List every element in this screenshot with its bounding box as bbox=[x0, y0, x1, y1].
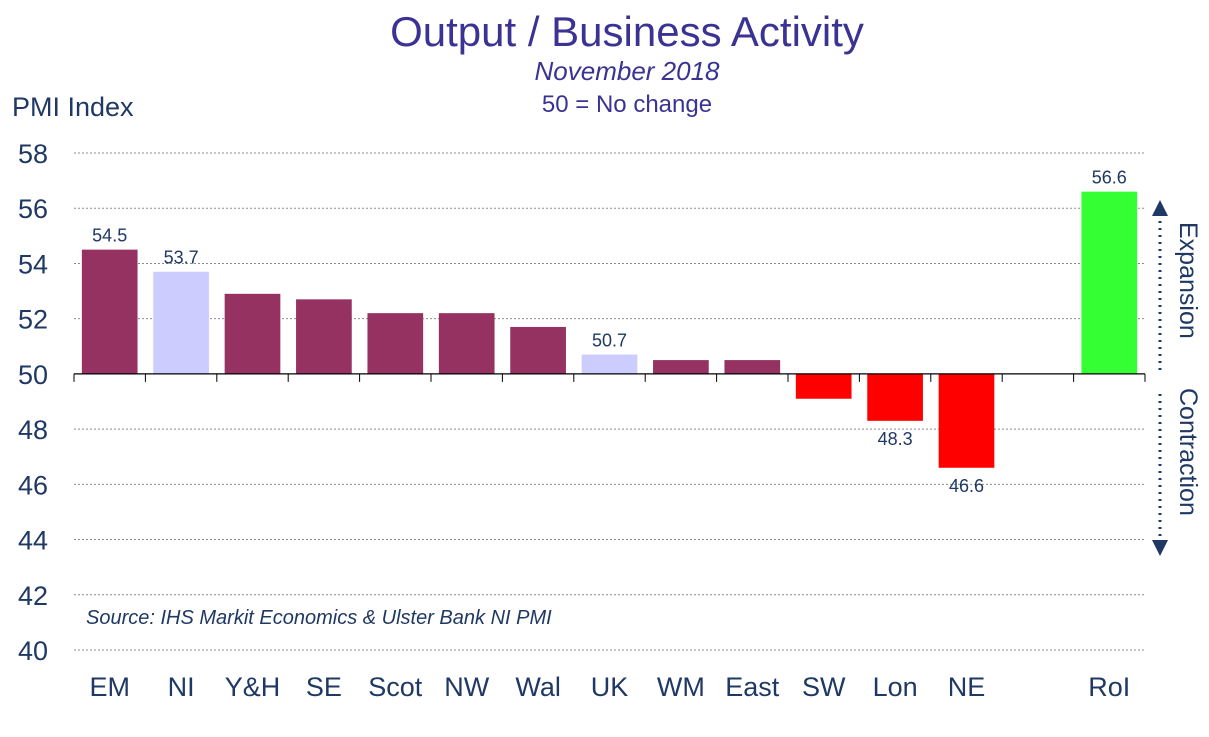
bar-scot bbox=[367, 313, 424, 374]
y-tick-label: 54 bbox=[18, 249, 48, 279]
x-tick-label: Lon bbox=[873, 672, 918, 702]
expansion-arrow bbox=[1152, 200, 1168, 370]
bar-uk bbox=[581, 354, 638, 374]
y-tick-label: 46 bbox=[18, 470, 48, 500]
x-tick-label: NE bbox=[948, 672, 986, 702]
y-tick-label: 56 bbox=[18, 194, 48, 224]
bar-ni bbox=[153, 271, 209, 374]
bar-east bbox=[724, 360, 781, 374]
x-tick-label: EM bbox=[89, 672, 130, 702]
x-tick-label: NW bbox=[444, 672, 489, 702]
bar-y-h bbox=[224, 293, 281, 374]
bar-nw bbox=[438, 313, 495, 374]
y-axis-tick-labels: 40 42 44 46 48 50 52 54 56 58 bbox=[18, 139, 48, 666]
y-tick-label: 58 bbox=[18, 139, 48, 169]
data-label: 53.7 bbox=[164, 248, 199, 268]
x-tick-label: Wal bbox=[515, 672, 561, 702]
bar-wal bbox=[510, 326, 566, 374]
x-tick-label: WM bbox=[657, 672, 705, 702]
chart-subtitle: November 2018 bbox=[535, 56, 721, 86]
y-tick-label: 40 bbox=[18, 636, 48, 666]
y-tick-label: 48 bbox=[18, 415, 48, 445]
source-note: Source: IHS Markit Economics & Ulster Ba… bbox=[86, 607, 552, 629]
data-label: 56.6 bbox=[1092, 168, 1127, 188]
contraction-arrow bbox=[1152, 394, 1168, 556]
y-tick-label: 52 bbox=[18, 305, 48, 335]
data-label: 54.5 bbox=[92, 226, 127, 246]
bar-em bbox=[81, 249, 138, 374]
bar-wm bbox=[653, 360, 709, 374]
data-label: 50.7 bbox=[592, 331, 627, 351]
data-label: 48.3 bbox=[878, 429, 913, 449]
contraction-label: Contraction bbox=[1174, 388, 1202, 516]
x-tick-label: SW bbox=[802, 672, 846, 702]
bar-lon bbox=[867, 373, 923, 421]
bars bbox=[81, 191, 1138, 468]
y-tick-label: 42 bbox=[18, 581, 48, 611]
y-tick-label: 50 bbox=[18, 360, 48, 390]
x-tick-label: NI bbox=[168, 672, 195, 702]
bar-se bbox=[296, 299, 352, 374]
x-tick-label: Y&H bbox=[225, 672, 281, 702]
bar-sw bbox=[795, 373, 852, 399]
bar-roi bbox=[1081, 191, 1138, 374]
x-tick-label: UK bbox=[591, 672, 629, 702]
data-labels: 54.5 53.7 50.7 48.3 46.6 56.6 bbox=[92, 168, 1127, 496]
expansion-label: Expansion bbox=[1174, 222, 1202, 339]
x-tick-label: RoI bbox=[1088, 672, 1130, 702]
x-tick-label: SE bbox=[306, 672, 342, 702]
y-tick-label: 44 bbox=[18, 526, 48, 556]
y-axis-label: PMI Index bbox=[12, 92, 134, 122]
x-axis-tick-labels: EM NI Y&H SE Scot NW Wal UK WM East SW Lon NE RoI bbox=[89, 672, 1130, 702]
bar-ne bbox=[938, 373, 995, 468]
chart-title: Output / Business Activity bbox=[390, 8, 864, 55]
x-tick-label: East bbox=[725, 672, 780, 702]
x-tick-label: Scot bbox=[368, 672, 423, 702]
chart-subtitle-baseline-note: 50 = No change bbox=[542, 91, 712, 118]
data-label: 46.6 bbox=[949, 476, 984, 496]
axis-ticks bbox=[73, 373, 1146, 382]
